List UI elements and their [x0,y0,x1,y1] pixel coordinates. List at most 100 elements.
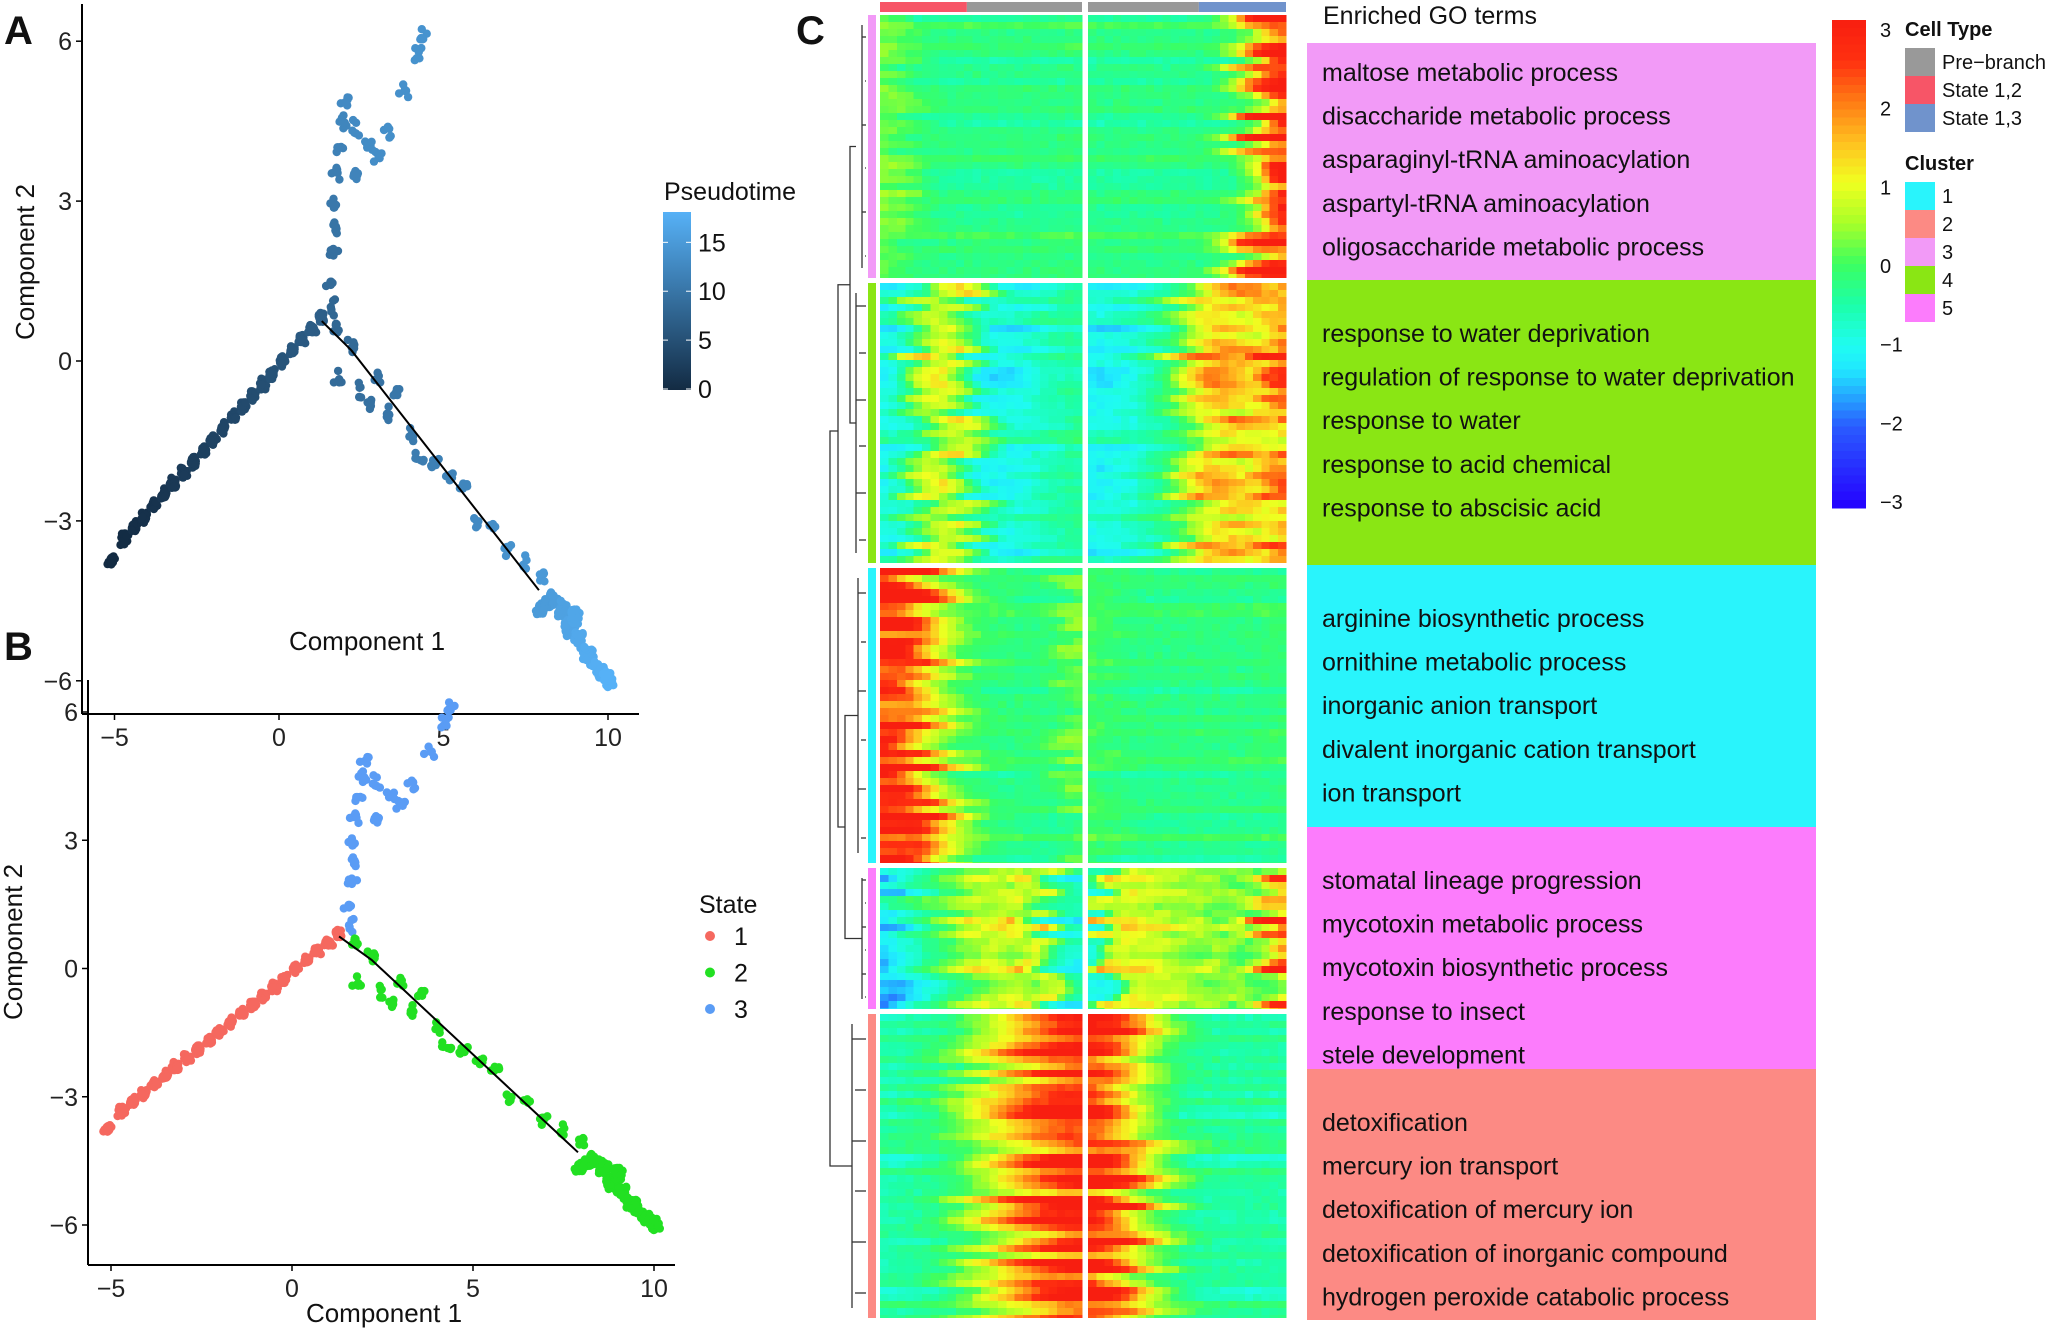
data-point [654,1222,662,1230]
heatmap-cell [914,113,923,120]
heatmap-cell [1088,141,1097,148]
heatmap-cell [1057,43,1066,50]
heatmap-cell [1040,120,1049,127]
heatmap-cell [1088,374,1097,381]
heatmap-cell [989,141,998,148]
heatmap-cell [1212,409,1221,416]
heatmap-cell [905,190,914,197]
heatmap-cell [1228,169,1237,176]
heatmap-cell [1146,134,1155,141]
heatmap-cell [888,430,897,437]
heatmap-cell [947,311,956,318]
heatmap-cell [914,346,923,353]
heatmap-cell [1261,78,1270,85]
heatmap-cell [1179,402,1188,409]
heatmap-cell [1204,85,1213,92]
heatmap-cell [1237,225,1246,232]
heatmap-cell [1146,85,1155,92]
data-point [289,347,297,355]
heatmap-cell [905,353,914,360]
heatmap-cell [1057,253,1066,260]
heatmap-cell [1154,190,1163,197]
heatmap-cell [989,22,998,29]
heatmap-cell [1270,297,1279,304]
data-point [327,305,335,313]
heatmap-cell [1237,318,1246,325]
heatmap-cell [1096,148,1105,155]
heatmap-cell [1245,374,1254,381]
heatmap-cell [1220,197,1229,204]
heatmap-cell [1032,304,1041,311]
heatmap-cell [1121,367,1130,374]
heatmap-cell [1113,162,1122,169]
heatmap-cell [947,430,956,437]
data-point [373,773,381,781]
data-point [361,757,369,765]
heatmap-cell [1212,204,1221,211]
heatmap-cell [880,437,889,444]
data-point [329,245,337,253]
heatmap-cell [1057,395,1066,402]
heatmap-cell [998,92,1007,99]
heatmap-cell [1179,169,1188,176]
heatmap-cell [914,22,923,29]
heatmap-cell [1220,190,1229,197]
heatmap-cell [1195,239,1204,246]
heatmap-cell [1015,190,1024,197]
heatmap-cell [1023,374,1032,381]
heatmap-cell [931,423,940,430]
heatmap-cell [1129,283,1138,290]
heatmap-cell [1006,36,1015,43]
heatmap-cell [1179,50,1188,57]
heatmap-cell [1195,218,1204,225]
heatmap-cell [1129,71,1138,78]
heatmap-cell [922,367,931,374]
heatmap-cell [1212,318,1221,325]
heatmap-cell [998,290,1007,297]
heatmap-cell [947,246,956,253]
heatmap-cell [1015,381,1024,388]
heatmap-cell [1113,225,1122,232]
heatmap-cell [1171,290,1180,297]
heatmap-cell [1074,190,1083,197]
heatmap-cell [1179,218,1188,225]
heatmap-cell [1113,120,1122,127]
heatmap-cell [897,402,906,409]
heatmap-cell [1270,367,1279,374]
cell-type-segment [1088,2,1199,12]
x-tick-label: 0 [272,724,286,752]
heatmap-cell [1146,29,1155,36]
heatmap-cell [914,232,923,239]
heatmap-cell [1154,85,1163,92]
heatmap-cell [1179,155,1188,162]
heatmap-cell [1179,64,1188,71]
heatmap-cell [1088,64,1097,71]
heatmap-cell [1105,339,1114,346]
heatmap-cell [1253,388,1262,395]
heatmap-cell [1138,246,1147,253]
heatmap-cell [1270,183,1279,190]
heatmap-cell [1237,409,1246,416]
heatmap-cell [947,381,956,388]
heatmap-cell [1065,71,1074,78]
heatmap-cell [1187,43,1196,50]
data-point [411,449,419,457]
heatmap-cell [1057,283,1066,290]
heatmap-cell [1015,325,1024,332]
heatmap-cell [1237,85,1246,92]
heatmap-cell [947,367,956,374]
heatmap-cell [1065,197,1074,204]
heatmap-cell [1187,395,1196,402]
heatmap-cell [1187,15,1196,22]
heatmap-cell [1023,290,1032,297]
heatmap-cell [880,311,889,318]
heatmap-cell [1113,239,1122,246]
heatmap-cell [1187,183,1196,190]
heatmap-cell [1179,190,1188,197]
heatmap-cell [1187,332,1196,339]
heatmap-cell [1065,290,1074,297]
heatmap-cell [1220,332,1229,339]
heatmap-cell [1074,36,1083,43]
heatmap-cell [1121,423,1130,430]
heatmap-cell [947,183,956,190]
